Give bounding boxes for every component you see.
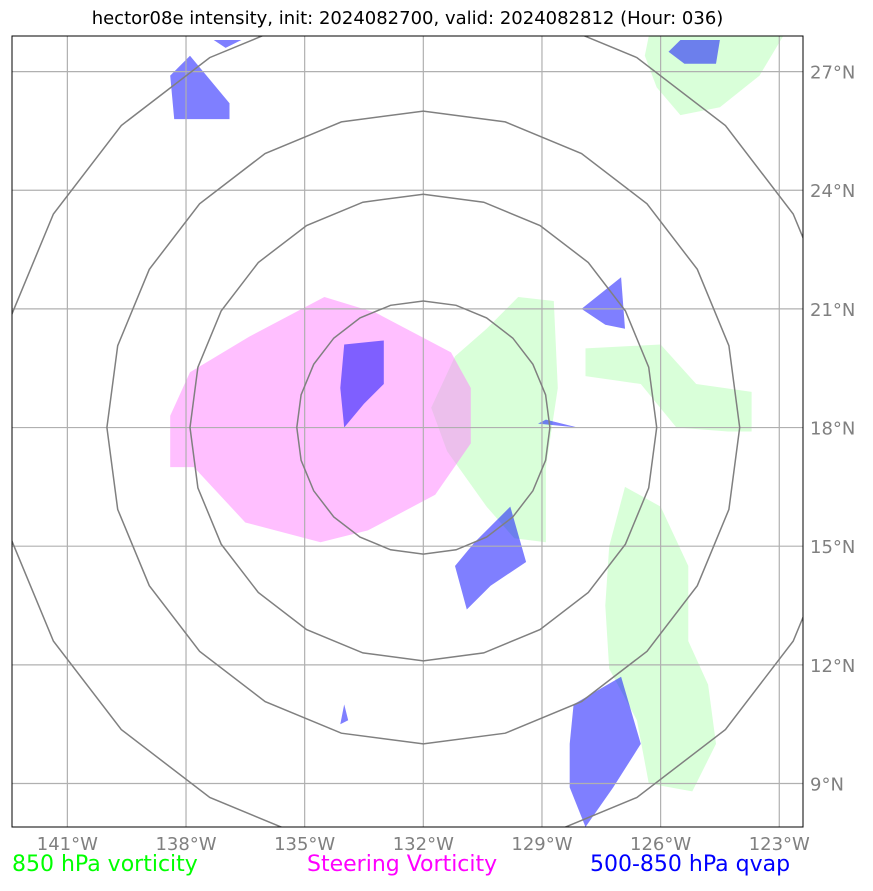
range-ring (189, 193, 658, 662)
range-ring (12, 36, 803, 827)
longitude-tick-label: 138°W (155, 834, 216, 855)
legend-qvap: 500-850 hPa qvap (590, 852, 791, 877)
vorticity-850-contour (585, 344, 752, 432)
range-ring (106, 110, 741, 745)
qvap-contour (213, 40, 242, 48)
qvap-contour (340, 340, 384, 428)
qvap-contour (340, 704, 349, 725)
vorticity-850-contour (431, 297, 558, 543)
legend-850-vorticity: 850 hPa vorticity (12, 852, 198, 877)
longitude-tick-label: 129°W (511, 834, 572, 855)
latitude-tick-label: 9°N (810, 774, 844, 795)
range-rings (12, 36, 803, 827)
longitude-tick-label: 141°W (37, 834, 98, 855)
qvap-contour (455, 506, 527, 610)
legend-steering-vorticity: Steering Vorticity (307, 852, 498, 877)
qvap-layer (170, 40, 752, 827)
graticule (12, 36, 803, 827)
axis-labels: 9°N 12°N 15°N 18°N 21°N 24°N 27°N 141°W 138°W 135… (37, 63, 856, 855)
plot-frame (11, 35, 804, 828)
latitude-tick-label: 21°N (810, 300, 855, 321)
longitude-tick-label: 126°W (630, 834, 691, 855)
longitude-tick-label: 132°W (393, 834, 454, 855)
latitude-tick-label: 24°N (810, 181, 855, 202)
longitude-tick-label: 135°W (274, 834, 335, 855)
latitude-tick-label: 18°N (810, 419, 855, 440)
range-ring (296, 300, 551, 555)
steering-vorticity-contour (170, 297, 471, 543)
latitude-tick-label: 27°N (810, 63, 855, 84)
qvap-contour (538, 419, 578, 428)
latitude-tick-label: 15°N (810, 537, 855, 558)
longitude-tick-label: 123°W (749, 834, 810, 855)
latitude-tick-label: 12°N (810, 656, 855, 677)
qvap-contour (569, 676, 641, 827)
qvap-contour (747, 265, 752, 270)
qvap-contour (581, 277, 625, 329)
map-title: hector08e intensity, init: 2024082700, v… (91, 8, 724, 29)
vorticity-850-layer (431, 36, 784, 792)
steering-vorticity-layer (170, 297, 471, 543)
qvap-contour (668, 40, 720, 64)
